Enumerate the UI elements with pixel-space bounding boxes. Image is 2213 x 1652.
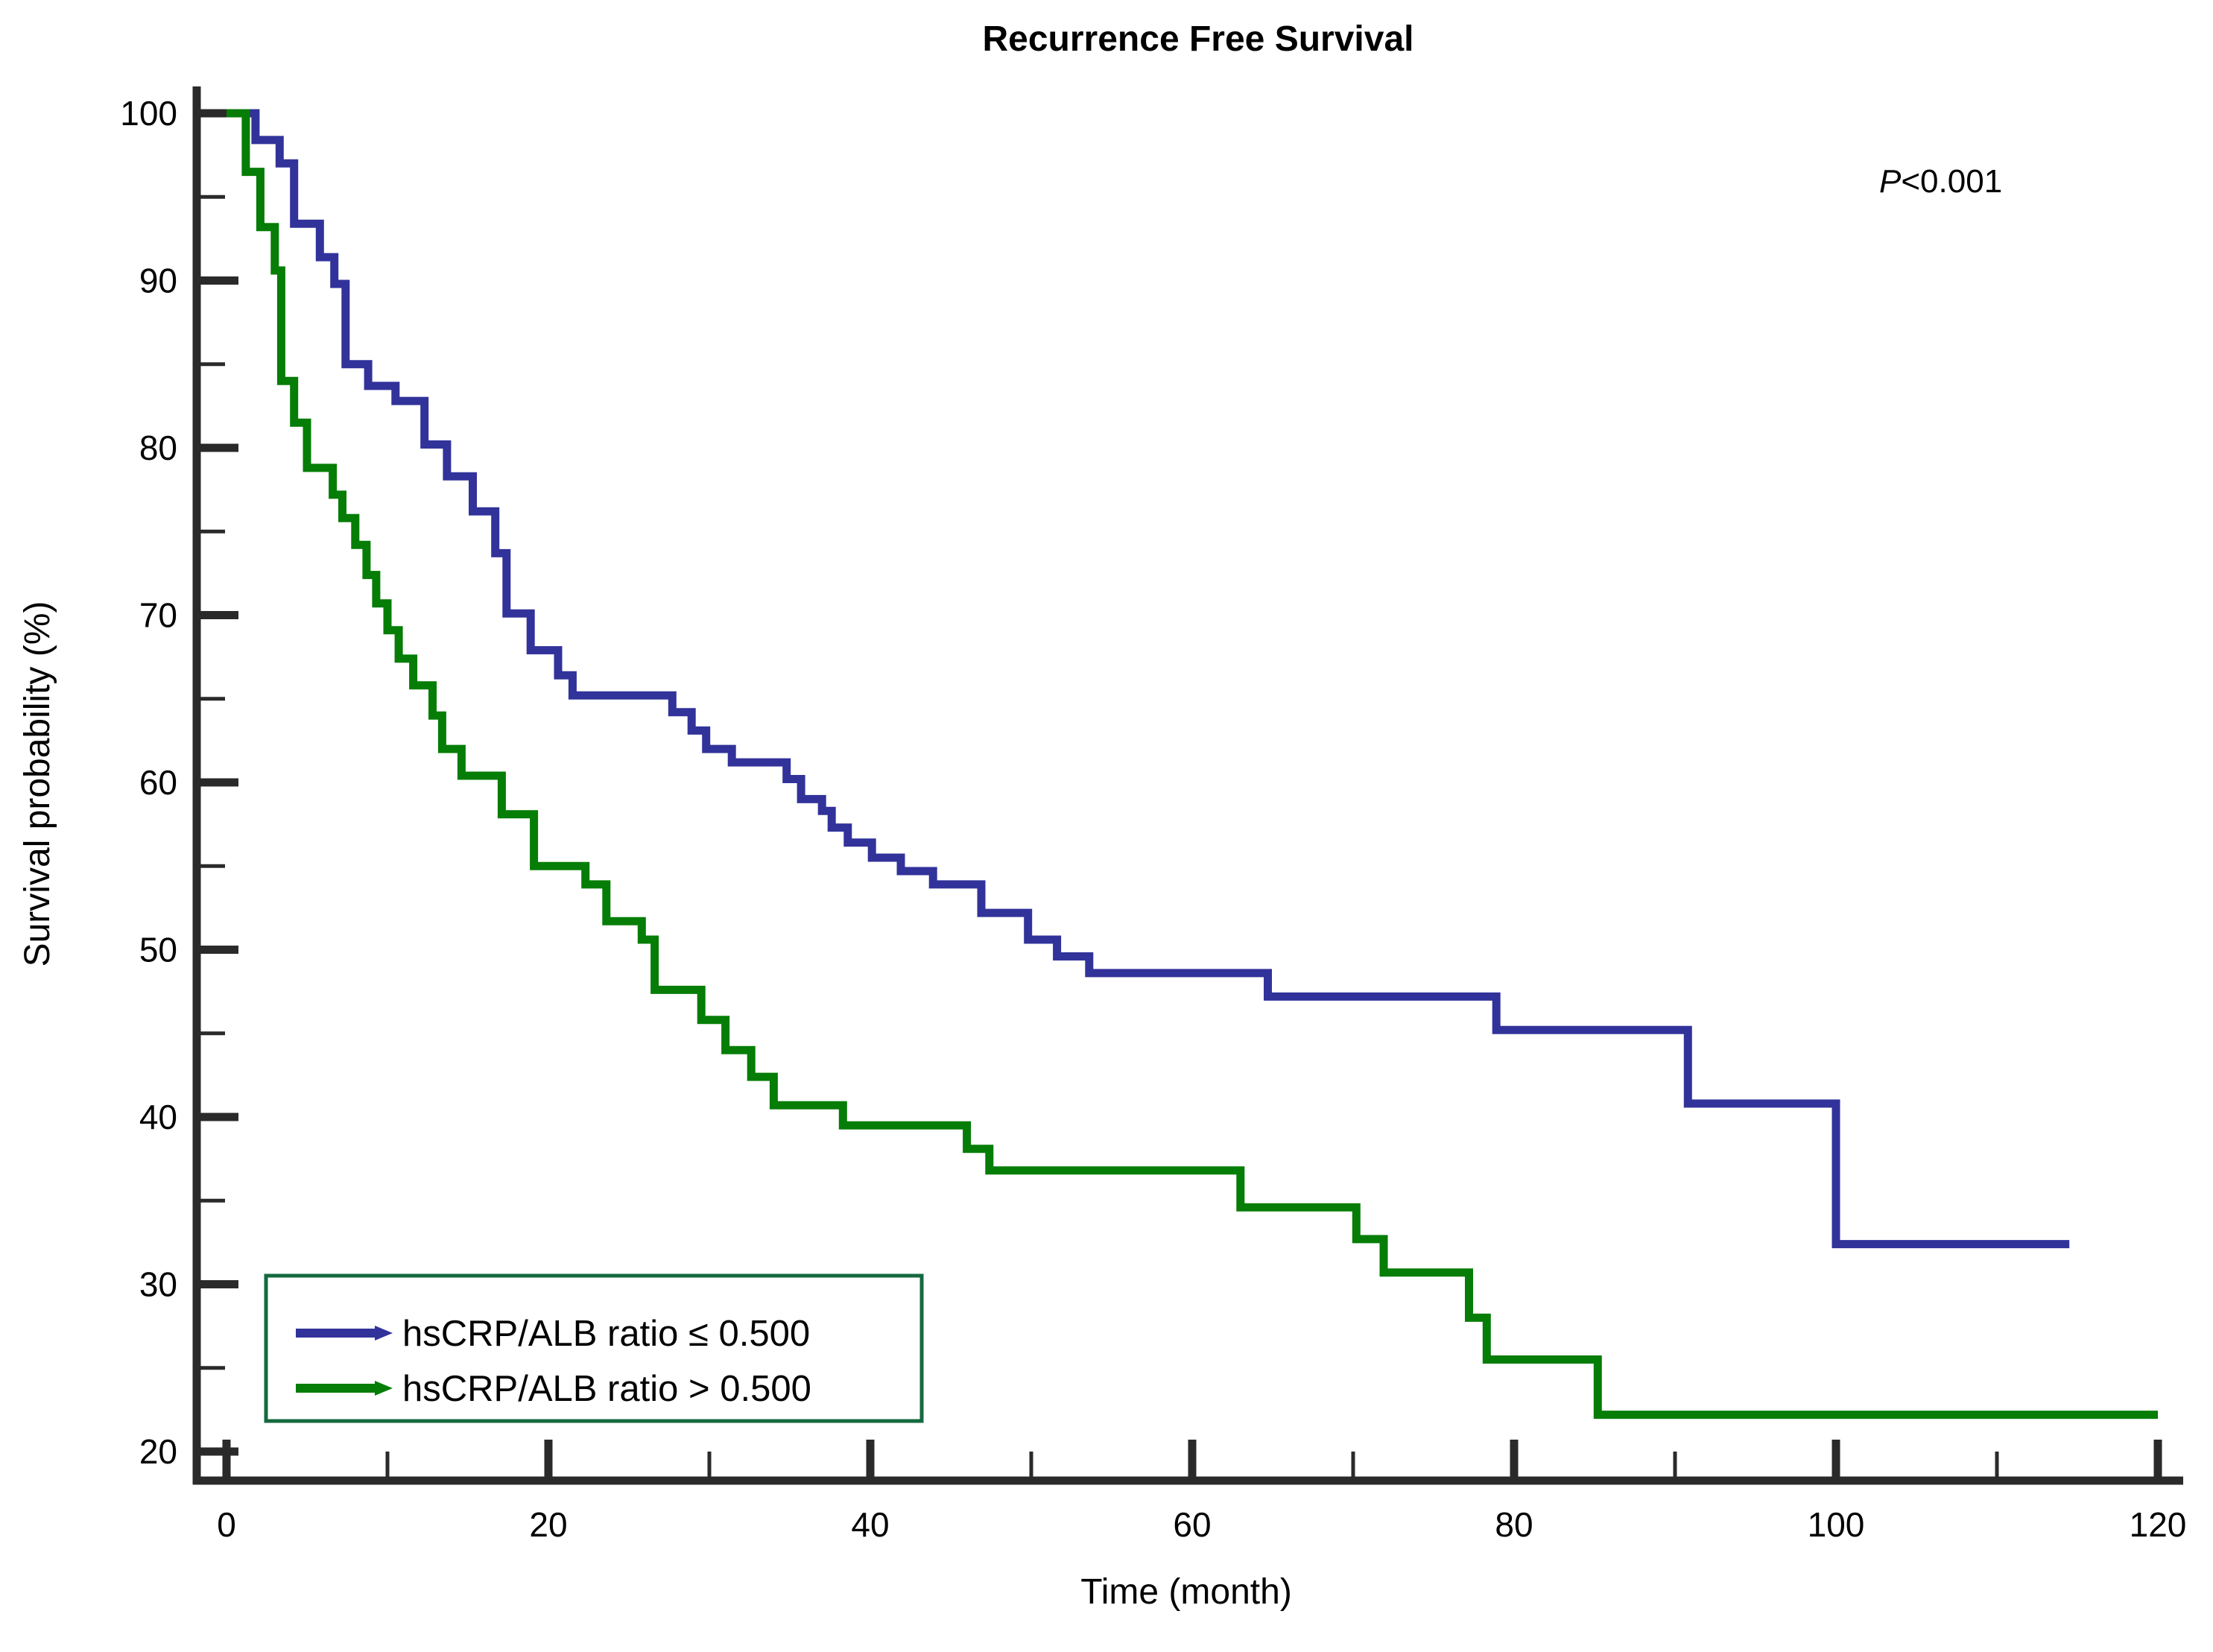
x-tick-label-20: 20: [529, 1505, 567, 1544]
y-tick-label-40: 40: [139, 1098, 177, 1136]
x-tick-label-100: 100: [1808, 1505, 1865, 1544]
p-value-threshold: <0.001: [1901, 163, 2002, 200]
x-tick-label-80: 80: [1495, 1505, 1533, 1544]
legend-box: [264, 1273, 924, 1423]
legend-line-low-ratio-arrow-tip: [375, 1326, 393, 1341]
y-tick-label-30: 30: [139, 1265, 177, 1304]
y-tick-label-70: 70: [139, 596, 177, 635]
x-tick-label-0: 0: [217, 1505, 236, 1544]
curve-hscrp-alb-ratio-gt-0.500: [227, 109, 2158, 1420]
axes: [192, 86, 2183, 1485]
chart-title: Recurrence Free Survival: [983, 19, 1414, 59]
x-tick-label-40: 40: [851, 1505, 889, 1544]
y-tick-label-20: 20: [139, 1432, 177, 1471]
y-axis-title: Survival probability (%): [18, 601, 57, 967]
legend-label-high-ratio: hsCRP/ALB ratio > 0.500: [402, 1369, 811, 1409]
curves: [227, 109, 2158, 1420]
y-tick-label-100: 100: [120, 94, 177, 133]
y-tick-label-90: 90: [139, 262, 177, 300]
y-tick-label-60: 60: [139, 763, 177, 802]
legend: hsCRP/ALB ratio ≤ 0.500 hsCRP/ALB ratio …: [264, 1273, 924, 1423]
p-value-symbol: P: [1879, 163, 1902, 200]
curve-hscrp-alb-ratio-le-0.500: [227, 109, 2070, 1249]
axis-ticks: 100 90 80 70 60 50 40 30 20 0 20 40 60 80 100 120: [120, 94, 2186, 1544]
y-tick-label-50: 50: [139, 931, 177, 969]
y-tick-label-80: 80: [139, 428, 177, 467]
p-value-annotation: P<0.001: [1879, 163, 2002, 200]
legend-label-low-ratio: hsCRP/ALB ratio ≤ 0.500: [402, 1314, 810, 1354]
x-tick-label-60: 60: [1173, 1505, 1211, 1544]
x-tick-label-120: 120: [2130, 1505, 2187, 1544]
legend-line-high-ratio-arrow-tip: [375, 1381, 393, 1396]
x-axis-title: Time (month): [1080, 1572, 1292, 1612]
